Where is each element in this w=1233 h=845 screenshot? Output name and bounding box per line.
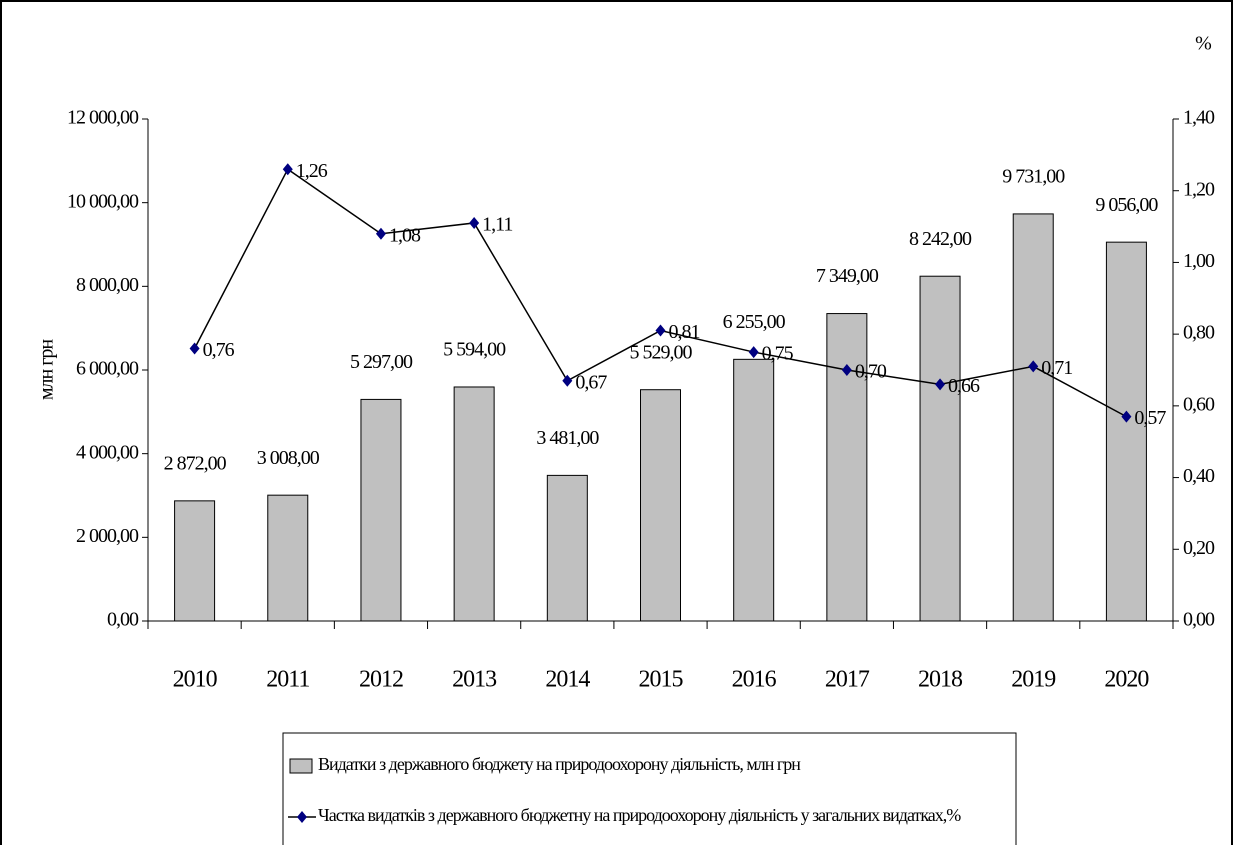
legend-label: Видатки з державного бюджету на природоо… — [318, 754, 801, 774]
x-tick-label: 2015 — [639, 667, 684, 693]
bar — [546, 474, 588, 622]
bar — [1012, 213, 1054, 622]
line-value-label: 0,57 — [1134, 407, 1166, 429]
line-marker — [562, 374, 573, 387]
bar-value-label: 6 255,00 — [723, 311, 786, 333]
line-value-label: 0,75 — [762, 343, 794, 365]
bar-value-label: 7 349,00 — [816, 265, 879, 287]
line-value-label: 0,71 — [1041, 357, 1072, 379]
bar — [733, 358, 775, 622]
bar-value-label: 3 481,00 — [536, 427, 599, 449]
x-tick-label: 2016 — [732, 667, 777, 693]
y2-tick-label: 0,60 — [1183, 393, 1215, 415]
bar — [640, 389, 681, 622]
line-value-label: 1,11 — [482, 214, 512, 236]
legend-box — [282, 732, 1017, 845]
line-marker — [1121, 410, 1132, 423]
x-tick-label: 2020 — [1104, 667, 1149, 693]
x-tick-label: 2019 — [1011, 667, 1056, 693]
y-tick-label: 4 000,00 — [76, 441, 139, 463]
bar — [919, 275, 961, 622]
line-marker — [375, 227, 386, 240]
line-marker — [189, 342, 200, 355]
line-marker — [282, 163, 293, 176]
line-value-label: 1,26 — [296, 160, 328, 182]
x-tick-label: 2013 — [452, 667, 497, 693]
bar-value-label: 5 594,00 — [443, 339, 506, 361]
line-value-label: 0,70 — [855, 361, 887, 383]
line-marker — [748, 346, 759, 359]
x-tick-label: 2010 — [173, 667, 218, 693]
x-tick-label: 2017 — [825, 667, 870, 693]
line-value-label: 0,81 — [669, 321, 700, 343]
line-marker — [1028, 360, 1039, 373]
line-marker — [469, 216, 480, 229]
x-tick-label: 2011 — [266, 667, 309, 693]
bar-value-label: 5 529,00 — [630, 341, 693, 363]
y2-tick-label: 0,80 — [1183, 322, 1215, 344]
bar — [174, 500, 216, 622]
line-value-label: 1,08 — [389, 224, 421, 246]
legend-label: Частка видатків з державного бюджетну на… — [318, 805, 961, 825]
line-marker — [841, 364, 852, 376]
line-marker — [655, 324, 666, 337]
bar-value-label: 9 056,00 — [1095, 194, 1158, 216]
y2-tick-label: 0,00 — [1183, 609, 1215, 631]
y2-tick-label: 1,20 — [1183, 178, 1215, 200]
bar — [1105, 241, 1147, 622]
line-value-label: 0,76 — [203, 339, 235, 361]
y2-tick-label: 0,20 — [1183, 537, 1215, 559]
y2-tick-label: 1,00 — [1183, 250, 1215, 272]
x-tick-label: 2014 — [545, 667, 590, 693]
legend-swatch-marker — [297, 811, 307, 823]
line-marker — [935, 378, 946, 391]
bar — [453, 386, 495, 622]
y-tick-label: 12 000,00 — [67, 107, 139, 129]
line-value-label: 0,67 — [575, 371, 607, 393]
x-tick-label: 2012 — [359, 667, 403, 693]
y-axis-label: млн грн — [36, 339, 58, 401]
y-tick-label: 10 000,00 — [67, 190, 139, 212]
y-tick-label: 0,00 — [107, 609, 139, 631]
bar — [267, 494, 309, 622]
bar-value-label: 5 297,00 — [350, 351, 413, 373]
bar-value-label: 8 242,00 — [909, 228, 972, 250]
y-tick-label: 6 000,00 — [76, 358, 139, 380]
bar-value-label: 3 008,00 — [257, 447, 320, 469]
x-tick-label: 2018 — [918, 667, 963, 693]
y-tick-label: 8 000,00 — [76, 274, 139, 296]
bar-value-label: 2 872,00 — [164, 452, 227, 474]
y2-axis-label: % — [1195, 33, 1211, 55]
y2-tick-label: 0,40 — [1183, 465, 1215, 487]
y-tick-label: 2 000,00 — [76, 525, 139, 547]
bar-value-label: 9 731,00 — [1002, 166, 1065, 188]
y2-tick-label: 1,40 — [1183, 107, 1215, 129]
bar — [360, 398, 402, 622]
line-value-label: 0,66 — [948, 375, 980, 397]
legend-swatch — [289, 758, 313, 774]
